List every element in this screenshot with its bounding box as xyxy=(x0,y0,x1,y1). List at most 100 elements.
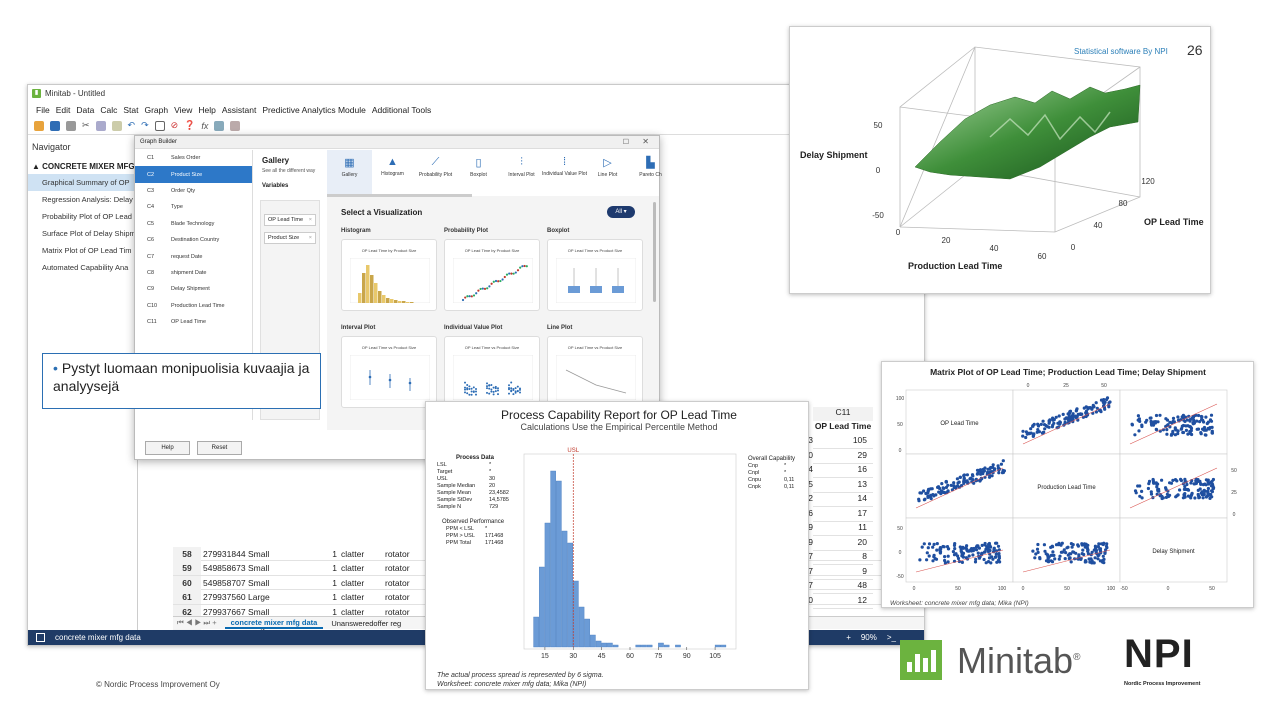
row-number[interactable]: 60 xyxy=(173,576,201,590)
stop-icon[interactable]: ⊘ xyxy=(171,120,179,131)
remove-icon[interactable]: × xyxy=(309,217,312,223)
cell-size[interactable]: Small xyxy=(246,563,294,573)
cell-type[interactable]: clatter xyxy=(339,592,383,602)
viz-icon-tile[interactable]: ▙ Pareto Ch xyxy=(628,150,673,194)
copy-icon[interactable] xyxy=(96,121,106,131)
filter-dropdown[interactable]: All ▾ xyxy=(607,206,635,218)
tab-unanswered[interactable]: Unansweredoffer reg xyxy=(331,619,401,628)
cell-op-lead-time[interactable]: 16 xyxy=(813,464,873,478)
viz-icon-tile[interactable]: ▦ Gallery xyxy=(327,150,372,194)
cell-qty[interactable]: 1 xyxy=(294,563,339,573)
close-icon[interactable]: ✕ xyxy=(642,137,649,146)
cell-op-lead-time[interactable]: 29 xyxy=(813,450,873,464)
cut-icon[interactable]: ✂ xyxy=(82,120,90,131)
nav-item[interactable]: Regression Analysis: Delay xyxy=(28,191,137,208)
row-number[interactable]: 61 xyxy=(173,590,201,604)
variable-chip[interactable]: Product Size × xyxy=(264,232,316,244)
cell-size[interactable]: Large xyxy=(246,592,294,602)
cell-type[interactable]: clatter xyxy=(339,563,383,573)
cell-blade[interactable]: rotator xyxy=(383,563,423,573)
cell-blade[interactable]: rotator xyxy=(383,607,423,617)
viz-icon-tile[interactable]: ⫶ Interval Plot xyxy=(499,150,544,194)
print-icon[interactable] xyxy=(66,121,76,131)
menu-item-10[interactable]: Additional Tools xyxy=(372,105,431,115)
cell-sales-order[interactable]: 279937667 xyxy=(201,607,246,617)
cell-size[interactable]: Small xyxy=(246,607,294,617)
nav-item[interactable]: Graphical Summary of OP xyxy=(28,174,137,191)
remove-icon[interactable]: × xyxy=(309,235,312,241)
cell-type[interactable]: clatter xyxy=(339,578,383,588)
nav-item[interactable]: Probability Plot of OP Lead xyxy=(28,208,137,225)
column-item[interactable]: C11 OP Lead Time xyxy=(135,314,252,330)
cell-blade[interactable]: rotator xyxy=(383,592,423,602)
column-c11-name[interactable]: OP Lead Time xyxy=(813,421,873,435)
viz-icon-tile[interactable]: ⟋ Probability Plot xyxy=(413,150,458,194)
cell-size[interactable]: Small xyxy=(246,549,294,559)
menu-item-0[interactable]: File xyxy=(36,105,50,115)
cell-qty[interactable]: 1 xyxy=(294,549,339,559)
scrollbar[interactable] xyxy=(653,202,656,302)
cell-sales-order[interactable]: 549858707 xyxy=(201,578,246,588)
column-item[interactable]: C7 request Date xyxy=(135,248,252,264)
viz-card[interactable]: OP Lead Time vs Product Size xyxy=(444,336,540,408)
column-item[interactable]: C10 Production Lead Time xyxy=(135,298,252,314)
save-icon[interactable] xyxy=(50,121,60,131)
cell-blade[interactable]: rotator xyxy=(383,578,423,588)
menu-item-4[interactable]: Stat xyxy=(123,105,138,115)
project-name[interactable]: ▲ CONCRETE MIXER MFG xyxy=(28,155,137,174)
column-item[interactable]: C3 Order Qty xyxy=(135,183,252,199)
variable-chip[interactable]: OP Lead Time × xyxy=(264,214,316,226)
function-icon[interactable]: fx xyxy=(201,121,208,131)
undo-icon[interactable]: ↶ xyxy=(128,120,136,131)
menu-item-5[interactable]: Graph xyxy=(144,105,168,115)
viz-icon-tile[interactable]: ▲ Histogram xyxy=(370,150,415,194)
cell-op-lead-time[interactable]: 17 xyxy=(813,508,873,522)
cell-blade[interactable]: rotator xyxy=(383,549,423,559)
viz-card[interactable]: OP Lead Time by Product Size xyxy=(341,239,437,311)
cell-sales-order[interactable]: 279937560 xyxy=(201,592,246,602)
paste-icon[interactable] xyxy=(112,121,122,131)
cell-type[interactable]: clatter xyxy=(339,607,383,617)
column-item[interactable]: C5 Blade Technology xyxy=(135,216,252,232)
menu-item-9[interactable]: Predictive Analytics Module xyxy=(262,105,365,115)
redo-icon[interactable]: ↷ xyxy=(141,120,149,131)
viz-icon-tile[interactable]: ⁞ Individual Value Plot xyxy=(542,150,587,194)
sheet-nav-arrows[interactable]: ⏮ ◀ ▶ ⏭ + xyxy=(173,618,217,628)
nav-item[interactable]: Matrix Plot of OP Lead Tim xyxy=(28,242,137,259)
menu-item-8[interactable]: Assistant xyxy=(222,105,257,115)
viz-card[interactable]: OP Lead Time by Product Size xyxy=(444,239,540,311)
cell-size[interactable]: Small xyxy=(246,578,294,588)
nav-item[interactable]: Surface Plot of Delay Shipm xyxy=(28,225,137,242)
cell-op-lead-time[interactable]: 14 xyxy=(813,493,873,507)
viz-card[interactable]: OP Lead Time vs Product Size xyxy=(547,239,643,311)
viz-icon-tile[interactable]: ▷ Line Plot xyxy=(585,150,630,194)
cell-op-lead-time[interactable]: 11 xyxy=(813,522,873,536)
column-item[interactable]: C9 Delay Shipment xyxy=(135,281,252,297)
viz-card[interactable]: OP Lead Time vs Product Size xyxy=(547,336,643,408)
column-item[interactable]: C2 Product Size xyxy=(135,166,252,182)
cell-type[interactable]: clatter xyxy=(339,549,383,559)
cell-op-lead-time[interactable]: 105 xyxy=(813,435,873,449)
column-c11-header[interactable]: C11 xyxy=(813,407,873,421)
menu-item-7[interactable]: Help xyxy=(198,105,215,115)
cell-qty[interactable]: 1 xyxy=(294,607,339,617)
menu-item-1[interactable]: Edit xyxy=(56,105,71,115)
cell-sales-order[interactable]: 279931844 xyxy=(201,549,246,559)
cell-op-lead-time[interactable]: 13 xyxy=(813,479,873,493)
tab-concrete-mixer[interactable]: concrete mixer mfg data xyxy=(225,618,324,629)
graph-tool-icon[interactable] xyxy=(214,121,224,131)
help-icon[interactable]: ❓ xyxy=(184,120,195,131)
row-number[interactable]: 59 xyxy=(173,561,201,575)
maximize-icon[interactable]: ☐ xyxy=(623,138,629,146)
window-icon[interactable] xyxy=(155,121,165,131)
cell-qty[interactable]: 1 xyxy=(294,578,339,588)
help-button[interactable]: Help xyxy=(145,441,190,455)
zoom-in-icon[interactable]: + xyxy=(846,633,851,642)
open-icon[interactable] xyxy=(34,121,44,131)
column-item[interactable]: C6 Destination Country xyxy=(135,232,252,248)
viz-card[interactable]: OP Lead Time vs Product Size xyxy=(341,336,437,408)
reset-button[interactable]: Reset xyxy=(197,441,242,455)
nav-item[interactable]: Automated Capability Ana xyxy=(28,259,137,276)
row-number[interactable]: 58 xyxy=(173,547,201,561)
cell-qty[interactable]: 1 xyxy=(294,592,339,602)
